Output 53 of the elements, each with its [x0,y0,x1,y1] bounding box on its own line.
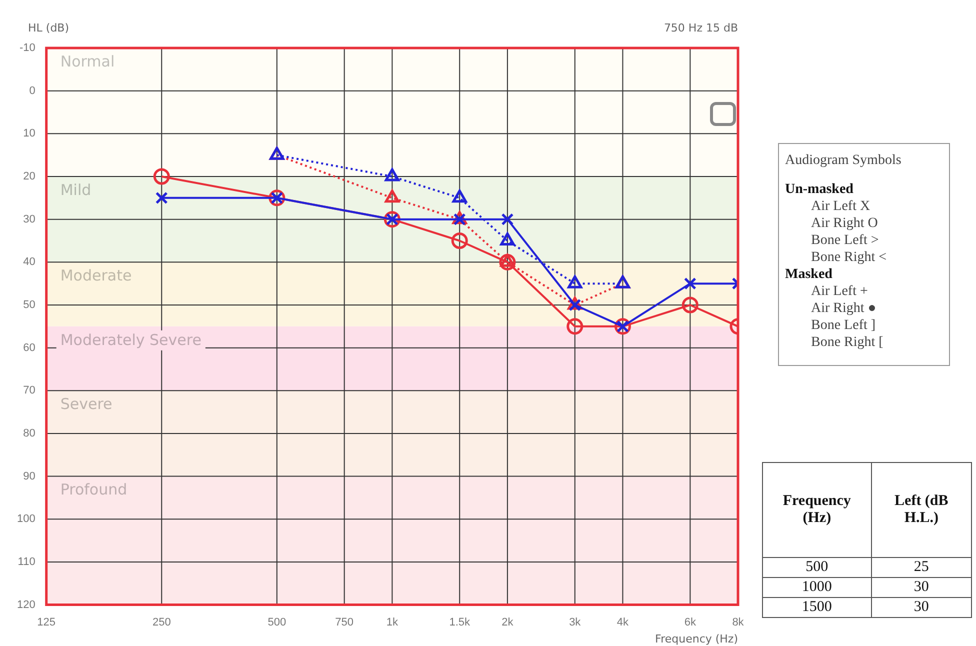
x-tick-label: 1k [386,616,398,628]
text: Bone Left > [810,232,880,249]
y-tick-label: 100 [16,513,36,526]
x-tick-label: 250 [152,616,171,628]
text: Air Left X [810,198,872,215]
y-tick-label: 90 [23,470,36,482]
x-tick-label: 2k [502,616,514,628]
y-tick-label: 120 [16,598,36,611]
text: 750 Hz 15 dB [664,21,738,34]
text: Left (dB H.L.) [871,462,972,558]
x-axis-title: Frequency (Hz) [655,632,738,646]
text: Un-masked [785,181,854,198]
band-label: Severe [60,395,112,414]
text: 25 [871,558,972,578]
x-tick-label: 4k [616,616,630,628]
y-tick-label: 70 [23,384,36,397]
x-tick-label: 750 [335,616,354,628]
text: Air Right O [810,215,879,232]
y-tick-label: 50 [23,299,36,312]
y-tick-label: 0 [29,84,36,97]
y-tick-label: 110 [18,556,36,568]
x-tick-label: 6k [684,616,696,628]
y-tick-label: 30 [23,213,36,226]
text: 30 [871,598,972,618]
text: Frequency (Hz) [762,462,872,558]
text: Bone Right < [810,249,888,266]
text: 1500 [762,598,872,618]
y-tick-label: -10 [19,42,36,54]
text: Audiogram Symbols [785,152,902,169]
text: 30 [871,578,972,598]
x-tick-label: 125 [37,616,56,628]
x-tick-label: 1.5k [449,616,470,628]
text: Air Left + [810,283,869,300]
x-tick-label: 500 [268,616,286,628]
text: 500 [762,558,872,578]
y-tick-label: 60 [23,342,36,354]
x-tick-label: 8k [732,616,744,628]
band-label: Mild [60,180,92,199]
band-label: Moderate [60,266,132,285]
text: Air Right ● [810,300,878,317]
y-tick-label: 80 [23,428,36,440]
band-label: Moderately Severe [60,330,202,349]
y-tick-label: 20 [23,170,36,183]
text: 1000 [762,578,872,598]
y-tick-label: 40 [23,256,36,268]
y-tick-label: 10 [23,128,36,140]
text: Bone Right [ [810,334,884,351]
x-tick-label: 3k [569,616,582,628]
band-label: Profound [60,480,128,499]
text: Masked [785,266,834,283]
y-axis-title: HL (dB) [28,21,70,34]
band-label: Normal [60,52,115,70]
text: Bone Left ] [810,317,877,334]
